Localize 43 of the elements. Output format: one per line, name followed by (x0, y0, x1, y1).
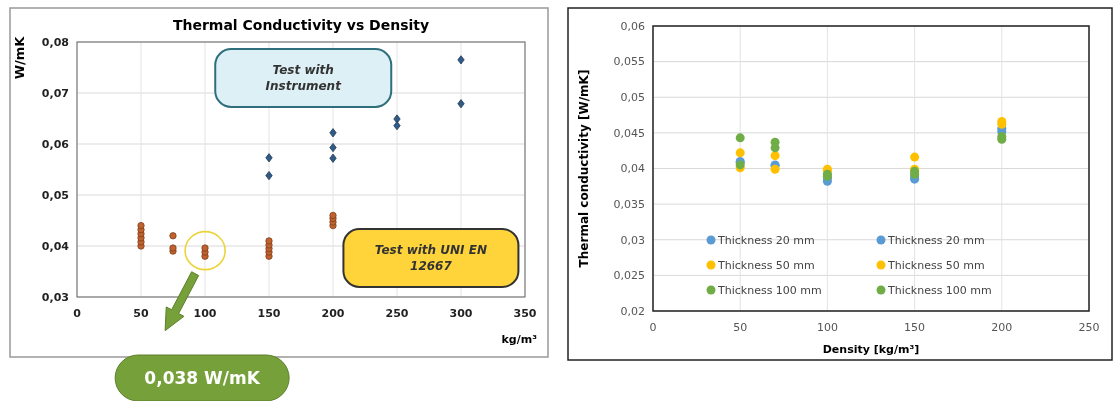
y-tick-label: 0,03 (620, 233, 645, 247)
y-axis-title: W/mK (12, 35, 27, 80)
x-tick-label: 50 (733, 321, 748, 334)
x-tick-label: 250 (1078, 321, 1100, 334)
y-tick-label: 0,03 (41, 290, 69, 304)
y-tick-label: 0,06 (620, 19, 645, 33)
y-tick-label: 0,08 (41, 35, 69, 49)
annotation: Test with UNI EN 12667 (374, 243, 488, 274)
legend-label: Thickness 50 mm (887, 258, 985, 272)
x-tick-label: 250 (385, 307, 409, 320)
y-tick-label: 0,045 (613, 126, 645, 140)
chart-title: Thermal Conductivity vs Density (172, 17, 430, 33)
annotation: Test with Instrument (265, 63, 343, 94)
y-tick-label: 0,04 (620, 162, 645, 176)
legend-label: Thickness 50 mm (717, 258, 815, 272)
y-tick-label: 0,035 (613, 197, 645, 211)
y-tick-label: 0,025 (613, 269, 645, 283)
x-tick-label: 300 (449, 307, 473, 320)
y-tick-label: 0,07 (41, 86, 69, 100)
y-tick-label: 0,02 (620, 304, 645, 318)
x-tick-label: 200 (321, 307, 345, 320)
y-tick-label: 0,05 (620, 91, 645, 105)
y-tick-label: 0,05 (41, 188, 69, 202)
y-tick-label: 0,06 (41, 137, 70, 151)
y-axis-title: Thermal conductivity [W/mK] (577, 69, 591, 268)
legend-label: Thickness 20 mm (887, 233, 985, 247)
x-tick-label: 100 (816, 321, 838, 334)
y-tick-label: 0,04 (41, 239, 70, 253)
x-tick-label: 150 (904, 321, 926, 334)
x-axis-title: kg/m³ (501, 333, 538, 346)
legend-label: Thickness 100 mm (717, 283, 822, 297)
x-tick-label: 350 (513, 307, 537, 320)
x-tick-label: 150 (257, 307, 281, 320)
y-tick-label: 0,055 (613, 55, 645, 69)
x-tick-label: 200 (991, 321, 1013, 334)
x-tick-label: 100 (193, 307, 217, 320)
text: 0,038 W/mK (144, 367, 261, 388)
legend-label: Thickness 100 mm (887, 283, 992, 297)
legend-label: Thickness 20 mm (717, 233, 815, 247)
x-tick-label: 50 (133, 307, 149, 320)
x-tick-label: 0 (649, 321, 657, 334)
x-axis-title: Density [kg/m³] (822, 343, 920, 356)
x-tick-label: 0 (73, 307, 82, 320)
